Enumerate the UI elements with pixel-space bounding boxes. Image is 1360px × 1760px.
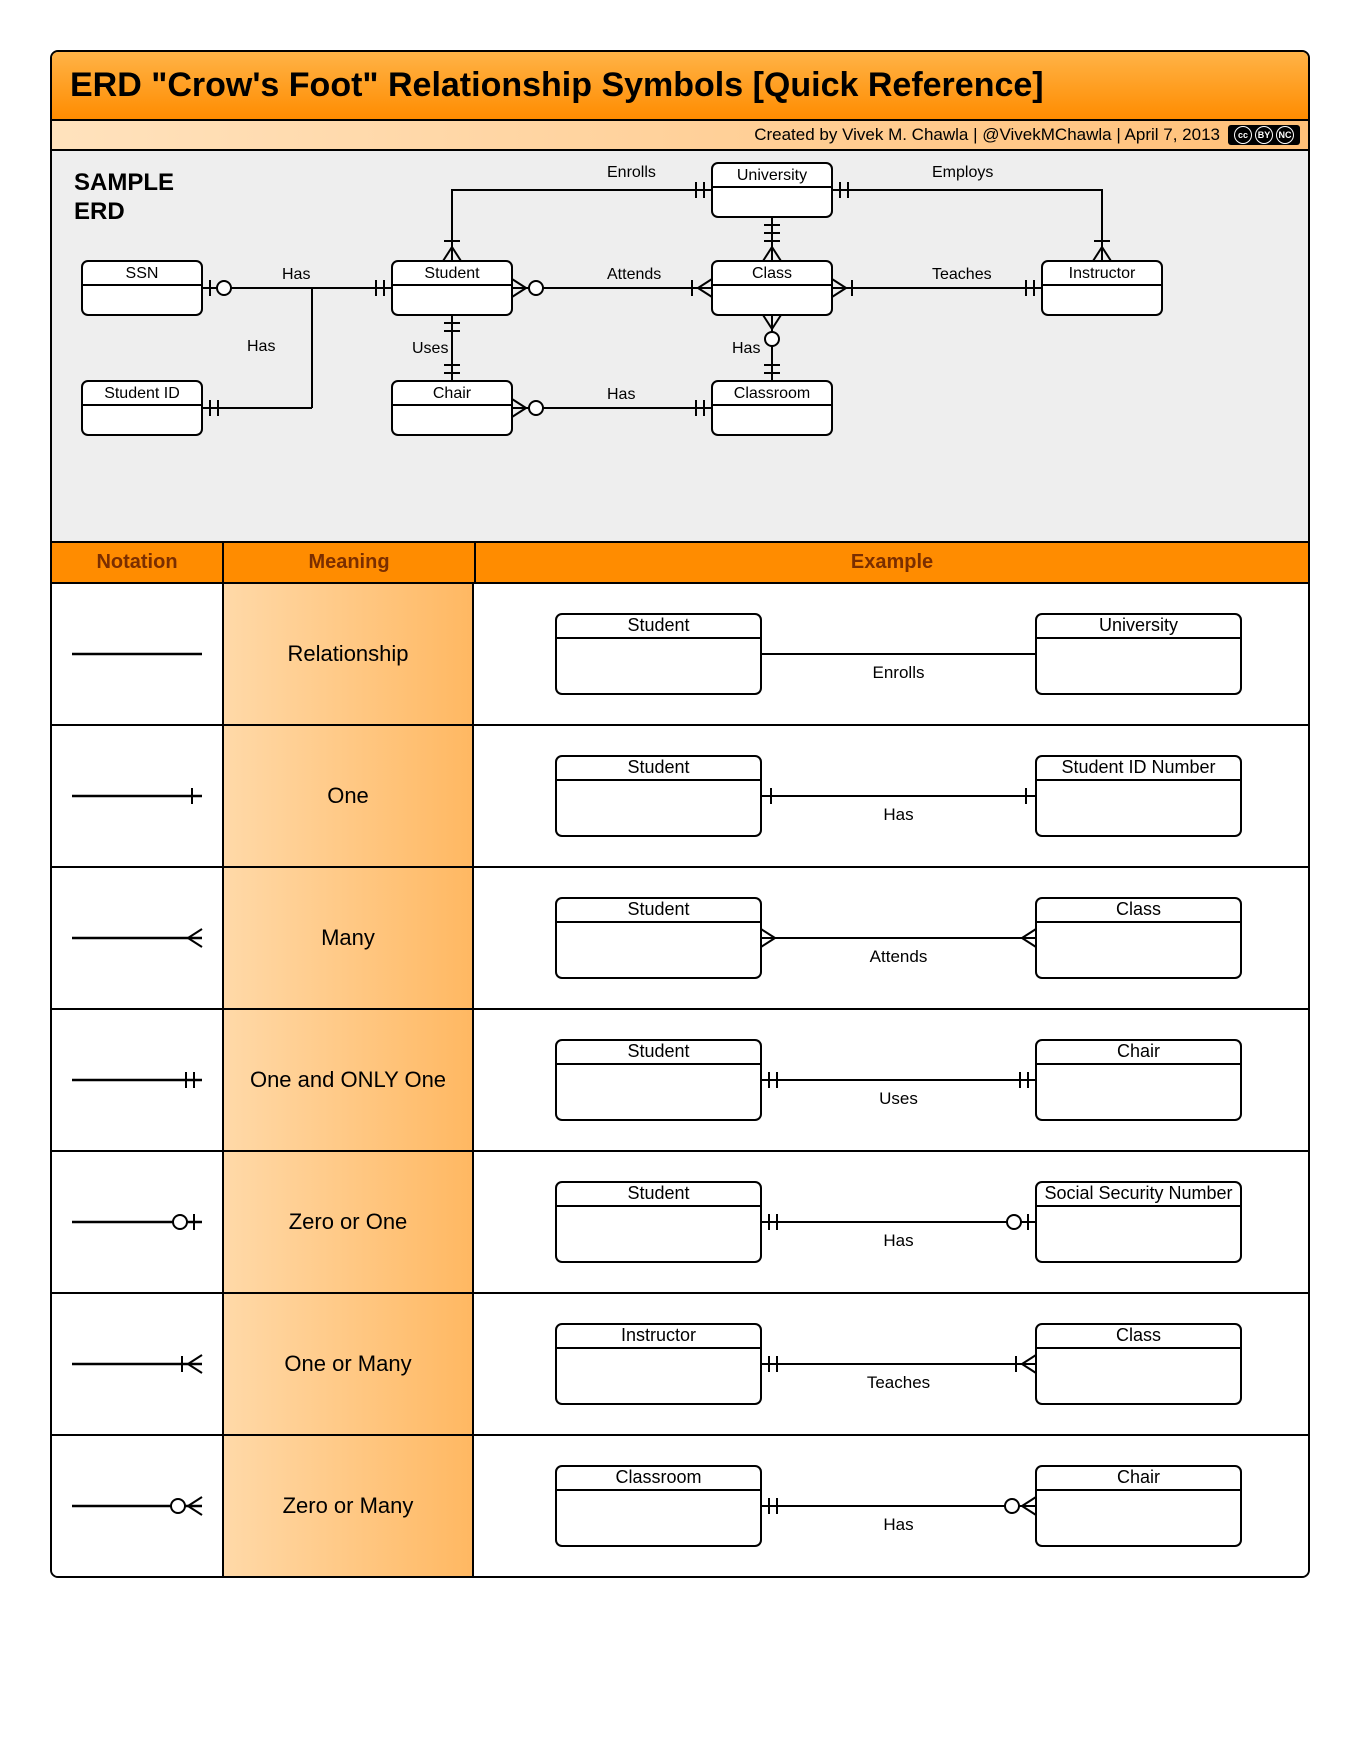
header-notation: Notation bbox=[52, 543, 224, 582]
svg-text:Enrolls: Enrolls bbox=[873, 663, 925, 682]
credit-text: Created by Vivek M. Chawla | @VivekMChaw… bbox=[754, 125, 1220, 145]
example-cell: Enrolls Student University bbox=[474, 584, 1308, 724]
svg-text:Social Security Number: Social Security Number bbox=[1044, 1183, 1232, 1203]
table-row: Zero or One Has Student Social Security Num… bbox=[52, 1152, 1308, 1294]
meaning-cell: One or Many bbox=[224, 1294, 474, 1434]
svg-text:Has: Has bbox=[883, 1515, 913, 1534]
meaning-cell: One bbox=[224, 726, 474, 866]
notation-cell bbox=[52, 1294, 224, 1434]
table-row: One Has Student Student ID Number bbox=[52, 726, 1308, 868]
table-body: RelationshipEnrollsStudentUniversityOneH… bbox=[52, 584, 1308, 1576]
svg-text:Enrolls: Enrolls bbox=[607, 164, 656, 181]
svg-text:Employs: Employs bbox=[932, 164, 993, 181]
svg-text:Teaches: Teaches bbox=[932, 266, 992, 283]
svg-text:Uses: Uses bbox=[879, 1089, 918, 1108]
notation-cell bbox=[52, 726, 224, 866]
notation-cell bbox=[52, 1436, 224, 1576]
svg-text:Instructor: Instructor bbox=[621, 1325, 696, 1345]
example-cell: Has Student Student ID Number bbox=[474, 726, 1308, 866]
svg-text:Has: Has bbox=[883, 805, 913, 824]
meaning-cell: Many bbox=[224, 868, 474, 1008]
sample-erd-panel: SAMPLEERD HasHasAttendsEnrollsUsesHasHas… bbox=[52, 151, 1308, 543]
svg-text:Has: Has bbox=[732, 340, 760, 357]
table-row: Many Attends Student Class bbox=[52, 868, 1308, 1010]
reference-card: ERD "Crow's Foot" Relationship Symbols [… bbox=[50, 50, 1310, 1578]
example-cell: Uses Student Chair bbox=[474, 1010, 1308, 1150]
svg-text:SSN: SSN bbox=[126, 265, 159, 282]
svg-text:Instructor: Instructor bbox=[1069, 265, 1136, 282]
example-cell: Has Student Social Security Number bbox=[474, 1152, 1308, 1292]
svg-text:Has: Has bbox=[282, 266, 310, 283]
svg-text:Student: Student bbox=[424, 265, 480, 282]
example-cell: Teaches Instructor Class bbox=[474, 1294, 1308, 1434]
svg-text:University: University bbox=[737, 167, 807, 184]
svg-text:Chair: Chair bbox=[433, 385, 472, 402]
svg-text:Attends: Attends bbox=[607, 266, 661, 283]
notation-cell bbox=[52, 868, 224, 1008]
svg-text:Attends: Attends bbox=[870, 947, 928, 966]
svg-text:Chair: Chair bbox=[1117, 1041, 1160, 1061]
table-row: Relationship Enrolls Student University bbox=[52, 584, 1308, 726]
svg-text:Student: Student bbox=[627, 899, 689, 919]
credit-bar: Created by Vivek M. Chawla | @VivekMChaw… bbox=[52, 121, 1308, 151]
svg-text:Teaches: Teaches bbox=[867, 1373, 930, 1392]
example-cell: Has Classroom Chair bbox=[474, 1436, 1308, 1576]
sample-erd-svg: Has Has Attends Enrolls Uses Has Has Teaches Emp… bbox=[52, 151, 1308, 541]
meaning-cell: One and ONLY One bbox=[224, 1010, 474, 1150]
header-meaning: Meaning bbox=[224, 543, 476, 582]
meaning-cell: Zero or Many bbox=[224, 1436, 474, 1576]
svg-text:University: University bbox=[1099, 615, 1178, 635]
header-example: Example bbox=[476, 543, 1308, 582]
svg-text:Student: Student bbox=[627, 1041, 689, 1061]
svg-text:Class: Class bbox=[1116, 1325, 1161, 1345]
table-row: Zero or Many Has Classroom Chair bbox=[52, 1436, 1308, 1576]
svg-text:Has: Has bbox=[247, 338, 275, 355]
svg-text:Classroom: Classroom bbox=[615, 1467, 701, 1487]
svg-text:Has: Has bbox=[607, 386, 635, 403]
svg-text:Student ID Number: Student ID Number bbox=[1061, 757, 1215, 777]
meaning-cell: Relationship bbox=[224, 584, 474, 724]
svg-text:Student ID: Student ID bbox=[104, 385, 180, 402]
table-row: One or Many Teaches Instructor Class bbox=[52, 1294, 1308, 1436]
svg-text:Student: Student bbox=[627, 615, 689, 635]
svg-text:Class: Class bbox=[1116, 899, 1161, 919]
table-header: Notation Meaning Example bbox=[52, 543, 1308, 584]
notation-cell bbox=[52, 584, 224, 724]
notation-cell bbox=[52, 1152, 224, 1292]
svg-text:Class: Class bbox=[752, 265, 792, 282]
svg-text:Has: Has bbox=[883, 1231, 913, 1250]
svg-text:Student: Student bbox=[627, 1183, 689, 1203]
svg-text:Classroom: Classroom bbox=[734, 385, 810, 402]
table-row: One and ONLY One Uses Student Chair bbox=[52, 1010, 1308, 1152]
svg-text:Chair: Chair bbox=[1117, 1467, 1160, 1487]
meaning-cell: Zero or One bbox=[224, 1152, 474, 1292]
cc-license-icon: ccBYNC bbox=[1228, 125, 1300, 145]
svg-text:Student: Student bbox=[627, 757, 689, 777]
notation-cell bbox=[52, 1010, 224, 1150]
page-title: ERD "Crow's Foot" Relationship Symbols [… bbox=[52, 52, 1308, 121]
example-cell: Attends Student Class bbox=[474, 868, 1308, 1008]
svg-text:Uses: Uses bbox=[412, 340, 448, 357]
